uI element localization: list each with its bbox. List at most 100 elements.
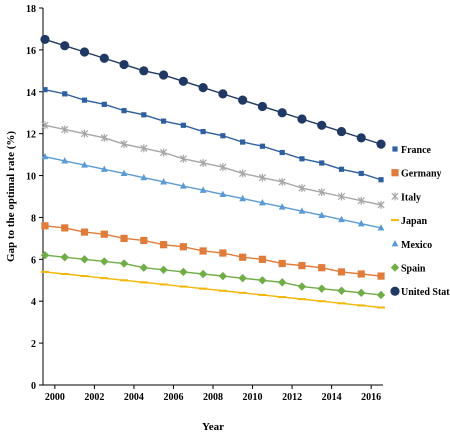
data-point: [317, 284, 326, 293]
data-point: [81, 161, 88, 168]
data-point: [317, 120, 327, 130]
data-point: [357, 196, 365, 205]
data-point: [239, 253, 247, 261]
data-point: [101, 101, 107, 107]
x-tick-label: 2004: [124, 392, 144, 403]
data-point: [299, 156, 305, 162]
data-point: [99, 53, 109, 63]
data-point: [158, 70, 169, 80]
data-point: [336, 126, 347, 137]
data-point: [100, 230, 108, 238]
data-point: [198, 269, 208, 279]
data-point: [377, 200, 385, 209]
series-united-states: [40, 34, 386, 149]
data-point: [60, 253, 69, 262]
data-point: [259, 143, 266, 149]
data-point: [140, 236, 148, 245]
data-point: [337, 268, 346, 276]
legend-marker: [391, 240, 399, 247]
data-point: [297, 282, 307, 291]
data-point: [119, 259, 129, 268]
data-point: [377, 306, 386, 309]
data-point: [219, 249, 227, 257]
data-point: [179, 243, 187, 251]
legend-marker: [392, 146, 398, 152]
data-point: [218, 89, 228, 99]
data-point: [378, 177, 384, 183]
legend-marker: [390, 286, 400, 296]
data-point: [42, 87, 48, 93]
data-point: [140, 144, 148, 153]
x-tick-label: 2000: [45, 392, 65, 403]
data-point: [357, 270, 365, 278]
data-point: [120, 140, 128, 149]
data-point: [298, 207, 306, 214]
data-point: [179, 154, 187, 163]
legend-item: Germany: [391, 169, 442, 180]
data-point: [200, 128, 206, 135]
legend-item: Italy: [391, 192, 421, 203]
data-point: [159, 241, 168, 249]
data-point: [159, 283, 168, 286]
data-point: [277, 278, 287, 287]
data-point: [258, 293, 267, 296]
data-point: [80, 228, 89, 236]
series-line: [44, 254, 382, 296]
data-point: [100, 133, 108, 142]
data-point: [239, 194, 247, 202]
data-point: [61, 157, 69, 164]
data-point: [337, 302, 346, 305]
legend-item: Japan: [391, 216, 428, 227]
data-point: [79, 47, 90, 57]
data-point: [298, 184, 306, 193]
data-point: [218, 289, 227, 292]
y-tick-label: 0: [31, 381, 36, 392]
legend-label: Mexico: [401, 240, 432, 251]
data-point: [239, 169, 247, 178]
data-point: [278, 259, 286, 268]
data-point: [318, 188, 326, 197]
data-point: [139, 263, 149, 272]
data-point: [62, 91, 68, 97]
data-point: [60, 41, 70, 51]
data-point: [198, 82, 208, 93]
legend-item: France: [392, 145, 432, 156]
data-point: [120, 279, 129, 282]
data-point: [238, 95, 248, 105]
data-point: [159, 265, 168, 275]
x-tick-labels: 2000 2002 2004 2006 2008 2010 2012 2014 2016: [45, 385, 381, 403]
y-axis-title: Gap to the optimal rate (%): [5, 131, 17, 262]
x-tick-label: 2012: [282, 392, 302, 403]
y-tick-labels: 0 2 4 6 8 10 12 14 16 18: [26, 4, 43, 392]
x-tick-label: 2008: [203, 392, 223, 403]
data-point: [358, 170, 364, 177]
data-point: [80, 129, 89, 138]
data-point: [80, 275, 89, 278]
data-point: [257, 101, 268, 112]
data-point: [318, 211, 326, 218]
y-tick-label: 16: [26, 46, 36, 57]
data-point: [219, 163, 227, 172]
legend-item: Spain: [390, 263, 426, 275]
data-point: [139, 281, 148, 284]
data-point: [61, 224, 69, 232]
data-point: [60, 272, 69, 275]
legend-label: Japan: [401, 216, 428, 227]
data-point: [278, 203, 286, 210]
legend-marker: [391, 192, 399, 201]
data-point: [357, 288, 366, 298]
legend-label: United States: [401, 287, 450, 298]
data-point: [317, 300, 326, 303]
data-point: [219, 190, 227, 198]
y-tick-label: 14: [26, 88, 36, 99]
x-tick-label: 2014: [322, 392, 342, 403]
y-tick-label: 12: [26, 130, 36, 141]
legend-marker: [391, 169, 399, 177]
data-point: [357, 219, 365, 227]
series-line: [44, 38, 382, 145]
data-point: [40, 250, 50, 260]
legend-label: Germany: [401, 169, 442, 180]
x-tick-label: 2006: [163, 392, 183, 403]
data-point: [179, 267, 188, 277]
